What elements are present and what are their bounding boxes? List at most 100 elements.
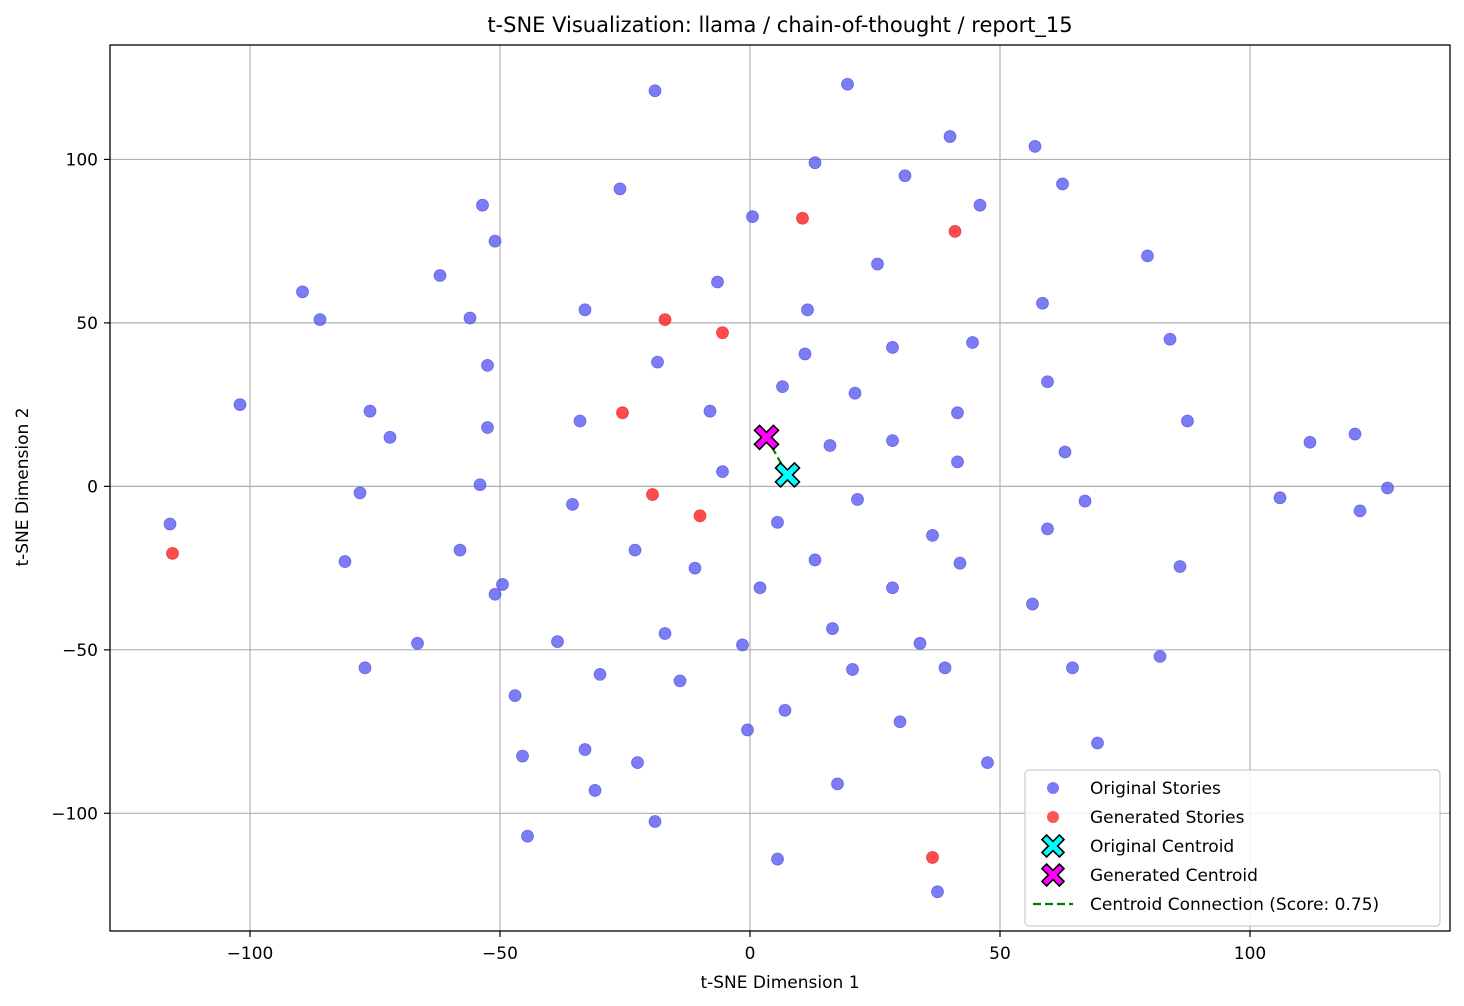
original-story-point — [1153, 649, 1167, 663]
original-story-point — [363, 404, 377, 418]
original-story-point — [411, 636, 424, 650]
original-story-point — [716, 465, 729, 479]
legend: Original Stories Generated Stories Origina… — [1024, 769, 1441, 927]
original-story-point — [951, 406, 964, 420]
chart-title: t-SNE Visualization: llama / chain-of-th… — [487, 13, 1072, 38]
x-tick-label: 100 — [1234, 944, 1266, 964]
generated-story-point — [166, 546, 179, 560]
generated-centroid-marker — [753, 424, 780, 451]
original-story-point — [508, 689, 522, 703]
original-story-point — [973, 198, 987, 212]
original-story-point — [1041, 375, 1054, 389]
axes: −100 −50 0 50 100 −100 −50 0 50 100 — [51, 44, 1451, 964]
original-story-point — [801, 303, 814, 317]
original-story-point — [798, 347, 812, 361]
y-tick-label: 0 — [87, 477, 98, 497]
original-story-point — [1041, 522, 1054, 536]
y-axis-label: t-SNE Dimension 2 — [13, 407, 33, 566]
generated-story-point — [926, 851, 939, 864]
original-story-point — [496, 578, 509, 591]
original-story-point — [163, 517, 177, 531]
original-story-point — [353, 486, 367, 500]
original-story-point — [771, 852, 784, 866]
original-story-point — [741, 723, 754, 737]
original-story-point — [846, 663, 859, 676]
original-story-point — [488, 587, 502, 601]
original-story-point — [841, 77, 854, 91]
original-story-point — [823, 439, 837, 452]
original-story-point — [488, 234, 502, 248]
original-story-point — [551, 635, 564, 649]
original-story-point — [1181, 414, 1194, 428]
original-story-point — [358, 661, 372, 675]
original-story-point — [688, 561, 702, 575]
original-story-point — [848, 386, 862, 400]
original-story-point — [886, 434, 899, 447]
original-story-point — [1353, 504, 1367, 518]
original-story-point — [886, 341, 899, 354]
original-story-point — [931, 885, 944, 899]
y-tick-label: −100 — [51, 804, 98, 824]
original-story-point — [578, 303, 592, 317]
original-story-point — [651, 355, 664, 369]
generated-story-point — [693, 509, 707, 523]
original-story-point — [383, 430, 397, 444]
original-story-point — [831, 777, 844, 791]
generated-story-point — [948, 224, 962, 238]
original-story-point — [771, 515, 784, 529]
original-story-point — [1163, 332, 1177, 346]
original-story-point — [808, 156, 822, 170]
original-story-point — [233, 398, 247, 412]
original-story-point — [703, 404, 717, 418]
original-story-point — [1273, 491, 1287, 505]
x-tick-label: −100 — [227, 944, 274, 964]
original-story-point — [938, 661, 952, 675]
original-story-point — [613, 182, 627, 196]
original-story-point — [898, 169, 912, 183]
legend-centroid-swatch — [1040, 833, 1066, 859]
legend-label: Generated Centroid — [1090, 866, 1258, 886]
original-story-point — [521, 829, 534, 843]
legend-label: Original Stories — [1090, 779, 1221, 799]
original-story-point — [1036, 296, 1049, 310]
grid — [110, 45, 1450, 931]
original-story-point — [296, 285, 309, 299]
original-story-point — [313, 313, 327, 327]
original-story-point — [826, 622, 839, 635]
generated-story-point — [658, 313, 672, 327]
original-story-point — [588, 784, 602, 797]
original-story-point — [953, 556, 967, 570]
original-story-point — [648, 84, 662, 98]
original-story-point — [593, 667, 607, 681]
original-story-point — [808, 553, 822, 567]
original-story-point — [463, 311, 477, 325]
original-story-point — [453, 543, 467, 557]
original-story-point — [943, 130, 957, 143]
original-story-point — [481, 421, 494, 434]
original-story-point — [1303, 435, 1317, 449]
original-story-point — [473, 478, 487, 492]
x-tick-label: −50 — [482, 944, 518, 964]
original-story-point — [851, 493, 864, 506]
legend-point-swatch — [1047, 811, 1059, 823]
legend-point-swatch — [1047, 782, 1059, 794]
original-story-point — [711, 275, 724, 289]
original-story-point — [753, 581, 767, 595]
original-story-point — [566, 497, 579, 511]
original-story-point — [926, 529, 939, 542]
original-story-point — [1173, 560, 1187, 573]
data-points — [163, 77, 1394, 899]
original-story-point — [1026, 597, 1039, 611]
original-story-point — [1058, 445, 1072, 459]
generated-story-point — [646, 488, 659, 501]
legend-box — [1024, 769, 1441, 927]
original-story-point — [658, 627, 672, 640]
original-story-point — [516, 749, 529, 763]
generated-story-point — [716, 326, 729, 340]
original-story-point — [778, 703, 792, 717]
y-tick-label: 100 — [66, 150, 98, 170]
original-story-point — [893, 715, 907, 729]
original-story-point — [1091, 736, 1104, 750]
original-story-point — [573, 414, 587, 428]
original-story-point — [1056, 177, 1069, 191]
